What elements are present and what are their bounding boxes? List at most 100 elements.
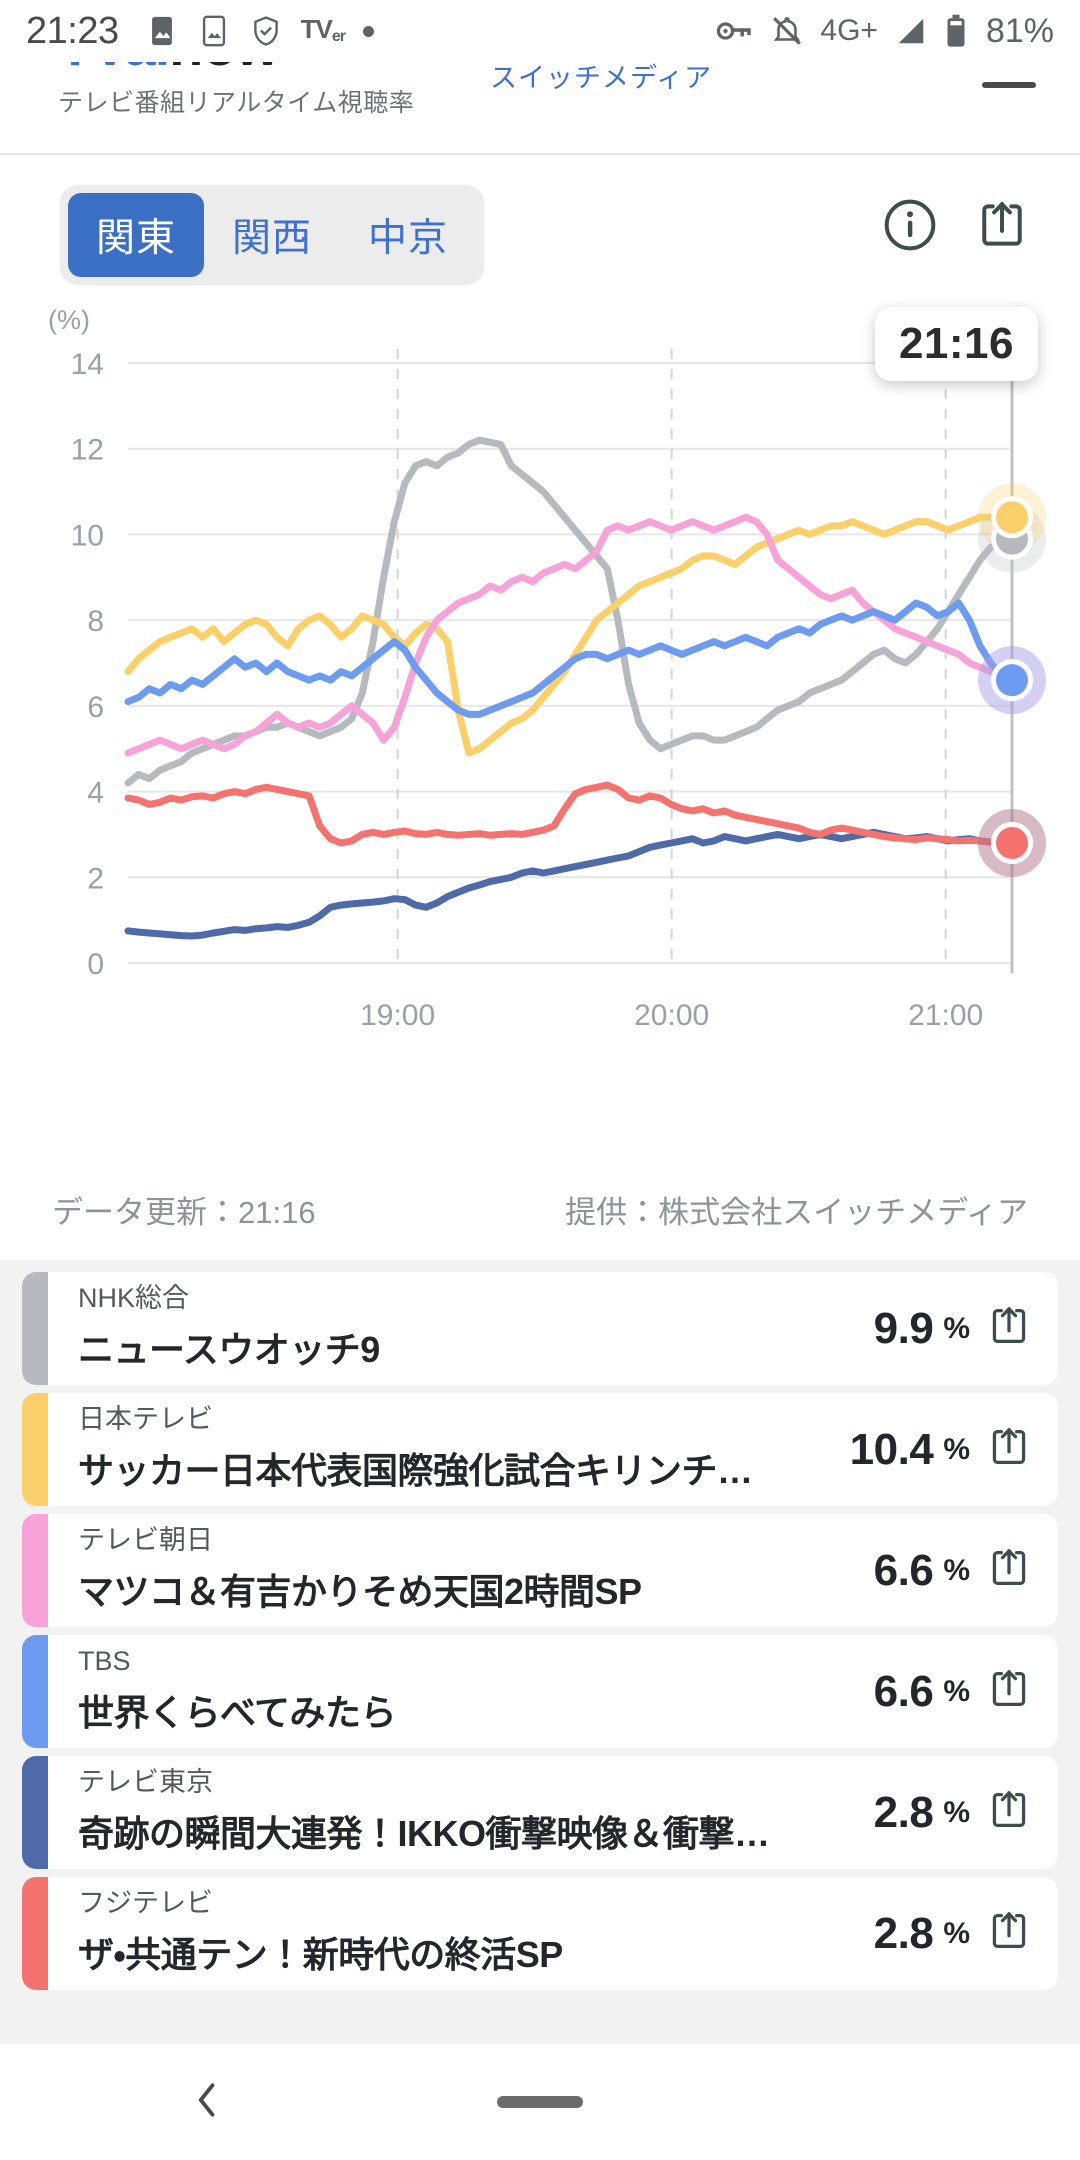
share-icon[interactable] (986, 1666, 1032, 1717)
channel-name: NHK総合 (78, 1283, 190, 1314)
program-text: フジテレビザ・共通テン！新時代の終活SP (78, 1888, 874, 1978)
share-icon[interactable] (986, 1545, 1032, 1596)
program-row[interactable]: 日本テレビ サッカー日本代表国際強化試合キリンチ… 10.4% (22, 1393, 1058, 1506)
program-metrics: 9.9% (874, 1303, 1058, 1354)
program-text: NHK総合 ニュースウオッチ9 (78, 1283, 874, 1373)
program-title: 奇跡の瞬間大連発！IKKO衝撃映像＆衝撃… (78, 1812, 770, 1854)
home-pill-icon[interactable] (497, 2096, 583, 2108)
program-row[interactable]: テレビ東京奇跡の瞬間大連発！IKKO衝撃映像＆衝撃… 2.8% (22, 1756, 1058, 1869)
app-tagline: テレビ番組リアルタイム視聴率 (58, 89, 415, 117)
x-tick-label: 20:00 (634, 999, 709, 1032)
info-icon[interactable] (882, 197, 938, 258)
channel-color-bar (22, 1635, 48, 1748)
rating-unit: % (943, 1432, 970, 1466)
channel-name: テレビ朝日 (78, 1525, 213, 1556)
y-tick-label: 14 (71, 348, 104, 381)
program-metrics: 2.8% (874, 1787, 1058, 1838)
share-icon[interactable] (986, 1787, 1032, 1838)
channel-color-bar (22, 1756, 48, 1869)
channel-color-bar (22, 1272, 48, 1385)
program-row[interactable]: TBS 世界くらべてみたら 6.6% (22, 1635, 1058, 1748)
share-icon[interactable] (986, 1908, 1032, 1959)
back-chevron-icon[interactable] (185, 2078, 229, 2127)
notifications-off-icon (770, 14, 804, 48)
signal-icon (894, 16, 928, 46)
program-row[interactable]: NHK総合 ニュースウオッチ9 9.9% (22, 1272, 1058, 1385)
battery-percent: 81% (985, 11, 1054, 50)
network-type-label: 4G+ (820, 14, 878, 47)
status-notification-icons: TVer (145, 14, 374, 48)
channel-color-bar (22, 1514, 48, 1627)
header-divider (0, 153, 1080, 155)
share-icon[interactable] (974, 197, 1030, 258)
status-bar: 21:23 TVer 4G+ (0, 0, 1080, 62)
chart-actions (882, 197, 1030, 258)
rating-unit: % (943, 1795, 970, 1829)
tab-kansai[interactable]: 関西 (232, 217, 313, 260)
channel-name: TBS (78, 1646, 131, 1677)
dot-icon (362, 25, 374, 37)
tab-chukyo[interactable]: 中京 (368, 217, 449, 260)
program-row[interactable]: フジテレビ ザ・共通テン！新時代の終活SP 2.8% (22, 1877, 1058, 1990)
app-header: TValnow テレビ番組リアルタイム視聴率 スイッチメディア (0, 62, 1080, 154)
rating-value: 2.8 (873, 1787, 934, 1837)
rating-unit: % (943, 1674, 970, 1708)
channel-color-bar (22, 1393, 48, 1506)
program-row[interactable]: テレビ朝日 マツコ＆有吉かりそめ天国2時間SP 6.6% (22, 1514, 1058, 1627)
rating-unit: % (943, 1553, 970, 1587)
y-tick-label: 8 (87, 605, 104, 638)
status-clock: 21:23 (26, 9, 119, 52)
series-line-2 (124, 513, 1016, 757)
program-text: 日本テレビサッカー日本代表国際強化試合キリンチ… (78, 1404, 850, 1494)
status-system-icons: 4G+ 81% (716, 12, 1054, 51)
rating-unit: % (943, 1311, 970, 1345)
program-title: 世界くらべてみたら (78, 1691, 397, 1733)
rating-unit: % (943, 1916, 970, 1950)
photo-icon (197, 14, 231, 48)
channel-name: フジテレビ (78, 1888, 213, 1919)
program-metrics: 10.4% (850, 1424, 1058, 1475)
series-end-dot-3 (996, 664, 1028, 697)
y-tick-label: 10 (71, 519, 104, 552)
program-metrics: 6.6% (874, 1666, 1058, 1717)
rating-value: 10.4 (849, 1424, 934, 1474)
series-line-5 (124, 781, 1016, 847)
channel-name: テレビ東京 (78, 1767, 213, 1798)
ratings-chart[interactable]: (%) 21:16 0 2 4 6 8 10 12 14 19:00 20:00 21:00 (0, 305, 1080, 1095)
rating-value: 2.8 (873, 1908, 934, 1958)
rating-value: 6.6 (873, 1545, 934, 1595)
program-title: マツコ＆有吉かりそめ天国2時間SP (78, 1570, 642, 1612)
program-title: サッカー日本代表国際強化試合キリンチ… (78, 1449, 753, 1491)
menu-icon[interactable] (982, 82, 1036, 88)
app-logo: TValnow テレビ番組リアルタイム視聴率 (58, 62, 414, 119)
chart-time-tooltip: 21:16 (874, 307, 1038, 381)
series-line-3 (124, 599, 1016, 718)
channel-name: 日本テレビ (78, 1404, 213, 1435)
share-icon[interactable] (986, 1303, 1032, 1354)
chart-svg: 0 2 4 6 8 10 12 14 19:00 20:00 21:00 (71, 315, 1046, 1032)
channel-color-bar (22, 1877, 48, 1990)
series-line-4 (124, 828, 1016, 940)
y-tick-label: 12 (71, 434, 104, 467)
data-provider-label: 提供：株式会社スイッチメディア (565, 1195, 1028, 1230)
vpn-key-icon (716, 14, 754, 48)
tver-icon: TVer (300, 13, 346, 45)
program-title: ザ・共通テン！新時代の終活SP (78, 1933, 563, 1975)
x-tick-label: 19:00 (360, 999, 435, 1032)
program-text: TBS 世界くらべてみたら (78, 1646, 874, 1736)
program-text: テレビ朝日マツコ＆有吉かりそめ天国2時間SP (78, 1525, 874, 1615)
battery-icon (944, 14, 968, 48)
program-metrics: 2.8% (874, 1908, 1058, 1959)
program-list: NHK総合 ニュースウオッチ9 9.9% 日本テレビサッカー日本代表国際強化試合キリン… (0, 1272, 1080, 1998)
series-end-dot-1 (996, 501, 1028, 534)
share-icon[interactable] (986, 1424, 1032, 1475)
logo-secondary: now (169, 62, 279, 77)
y-tick-label: 4 (87, 777, 104, 810)
series-line-0 (124, 436, 1016, 787)
region-tabs: 関東 関西 中京 (60, 185, 485, 285)
chart-footer: データ更新：21:16 提供：株式会社スイッチメディア (0, 1187, 1080, 1232)
tab-kanto[interactable]: 関東 (68, 193, 205, 277)
y-tick-label: 6 (87, 691, 104, 724)
y-tick-label: 0 (87, 948, 104, 981)
x-tick-label: 21:00 (908, 999, 983, 1032)
